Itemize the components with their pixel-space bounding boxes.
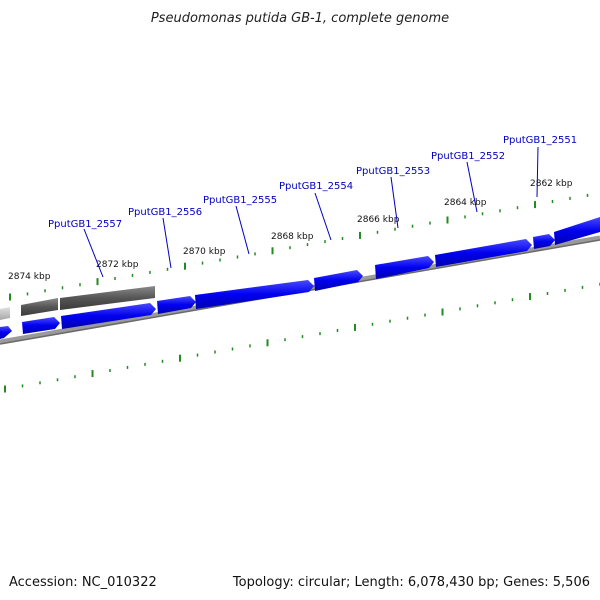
gene-feature-forward[interactable] bbox=[22, 317, 60, 334]
gene-feature-forward[interactable] bbox=[157, 296, 196, 314]
gene-labels: PputGB1_2557 PputGB1_2556 PputGB1_2555 P… bbox=[48, 135, 577, 230]
gene-label-leader bbox=[466, 161, 478, 213]
gene-label[interactable]: PputGB1_2554 bbox=[279, 181, 353, 192]
forward-strand-genes bbox=[0, 217, 600, 339]
gene-label[interactable]: PputGB1_2553 bbox=[356, 166, 430, 177]
gene-feature-forward[interactable] bbox=[0, 326, 12, 339]
kbp-label: 2868 kbp bbox=[271, 232, 314, 242]
gene-label-leader bbox=[235, 205, 250, 255]
kbp-tick-track-lower bbox=[4, 282, 600, 393]
kbp-tick-track-upper bbox=[9, 193, 589, 301]
gene-feature-forward[interactable] bbox=[375, 256, 434, 279]
gene-label[interactable]: PputGB1_2551 bbox=[503, 135, 577, 146]
gene-feature-forward[interactable] bbox=[554, 217, 600, 245]
gene-label-leader bbox=[83, 228, 104, 278]
gene-label[interactable]: PputGB1_2557 bbox=[48, 219, 122, 230]
gene-feature-reverse[interactable] bbox=[0, 307, 10, 320]
gene-label[interactable]: PputGB1_2552 bbox=[431, 151, 505, 162]
gene-label-leader bbox=[314, 192, 332, 241]
gene-feature-forward[interactable] bbox=[195, 280, 314, 309]
kbp-label: 2872 kbp bbox=[96, 260, 139, 270]
accession-text: Accession: NC_010322 bbox=[9, 575, 157, 590]
gene-label-leader bbox=[162, 217, 172, 269]
gene-label-leader bbox=[390, 176, 399, 229]
kbp-label: 2866 kbp bbox=[357, 215, 400, 225]
gene-label[interactable]: PputGB1_2555 bbox=[203, 195, 277, 206]
genome-summary-text: Topology: circular; Length: 6,078,430 bp… bbox=[232, 575, 590, 590]
gene-feature-forward[interactable] bbox=[533, 234, 555, 249]
gene-label-leaders bbox=[83, 146, 539, 278]
kbp-label: 2862 kbp bbox=[530, 179, 573, 189]
kbp-labels: 2874 kbp 2872 kbp 2870 kbp 2868 kbp 2866… bbox=[8, 179, 573, 282]
map-title: Pseudomonas putida GB-1, complete genome bbox=[151, 11, 449, 26]
gene-feature-forward[interactable] bbox=[314, 270, 363, 291]
kbp-label: 2864 kbp bbox=[444, 198, 487, 208]
kbp-label: 2870 kbp bbox=[183, 247, 226, 257]
gene-label-leader bbox=[536, 146, 539, 198]
gene-feature-reverse[interactable] bbox=[21, 298, 58, 316]
gene-feature-forward[interactable] bbox=[61, 303, 156, 329]
kbp-label: 2874 kbp bbox=[8, 272, 51, 282]
gene-feature-reverse[interactable] bbox=[60, 286, 155, 310]
gene-label[interactable]: PputGB1_2556 bbox=[128, 207, 202, 218]
gene-feature-forward[interactable] bbox=[435, 239, 532, 267]
reverse-strand-genes bbox=[0, 286, 155, 320]
